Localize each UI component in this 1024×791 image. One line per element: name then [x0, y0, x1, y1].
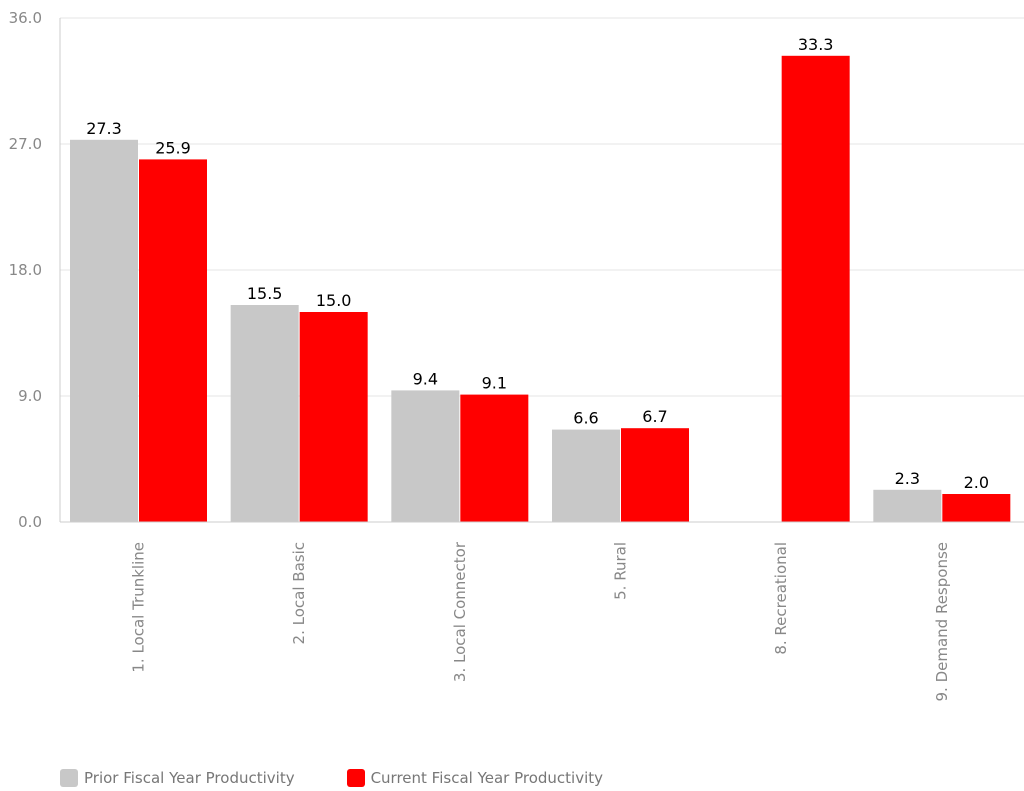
y-tick-label: 0.0	[18, 513, 42, 531]
data-label: 25.9	[155, 138, 191, 157]
bar-prior[interactable]	[552, 429, 620, 522]
y-tick-label: 27.0	[9, 135, 42, 153]
x-category-label: 2. Local Basic	[290, 542, 308, 644]
legend-swatch-prior	[60, 769, 78, 787]
x-category-label: 9. Demand Response	[933, 542, 951, 702]
data-label: 9.4	[413, 369, 438, 388]
y-tick-label: 9.0	[18, 387, 42, 405]
legend-item-prior[interactable]: Prior Fiscal Year Productivity	[60, 769, 295, 787]
bar-prior[interactable]	[873, 489, 942, 522]
gridlines	[60, 17, 1024, 397]
data-label: 33.3	[798, 35, 834, 54]
x-axis-labels: 1. Local Trunkline 2. Local Basic 3. Local…	[130, 541, 951, 701]
legend-item-current[interactable]: Current Fiscal Year Productivity	[346, 769, 604, 787]
bar-chart: 0.0 9.0 18.0 27.0 36.0 27.3 25.9 15.5 15.0 9.4 9.…	[9, 9, 1024, 702]
data-label: 2.0	[964, 473, 989, 492]
data-label: 15.0	[316, 291, 352, 310]
legend: Prior Fiscal Year Productivity Current F…	[60, 769, 655, 787]
bar-current[interactable]	[139, 159, 207, 522]
data-label: 27.3	[86, 119, 122, 138]
legend-swatch-current	[346, 769, 365, 787]
bar-current[interactable]	[460, 394, 529, 522]
y-tick-label: 18.0	[9, 261, 42, 279]
bar-current[interactable]	[299, 312, 368, 522]
x-category-label: 3. Local Connector	[451, 541, 469, 682]
y-axis-ticks: 0.0 9.0 18.0 27.0 36.0	[9, 9, 42, 531]
x-category-label: 8. Recreational	[772, 542, 790, 655]
data-label: 9.1	[482, 374, 507, 393]
bar-current[interactable]	[781, 55, 850, 523]
data-label: 6.7	[642, 407, 667, 426]
y-tick-label: 36.0	[9, 9, 42, 27]
data-labels: 27.3 25.9 15.5 15.0 9.4 9.1 6.6 6.7 33.3 2.3 2.0	[86, 35, 989, 492]
bars	[70, 55, 1011, 523]
legend-label-current: Current Fiscal Year Productivity	[370, 769, 604, 787]
data-label: 15.5	[247, 284, 283, 303]
bar-prior[interactable]	[70, 139, 138, 523]
data-label: 2.3	[895, 469, 920, 488]
bar-prior[interactable]	[230, 305, 299, 522]
bar-current[interactable]	[621, 428, 689, 522]
bar-current[interactable]	[942, 494, 1011, 522]
x-category-label: 1. Local Trunkline	[130, 542, 148, 673]
bar-prior[interactable]	[391, 390, 460, 522]
data-label: 6.6	[573, 409, 598, 428]
legend-label-prior: Prior Fiscal Year Productivity	[84, 769, 295, 787]
x-category-label: 5. Rural	[612, 542, 630, 600]
